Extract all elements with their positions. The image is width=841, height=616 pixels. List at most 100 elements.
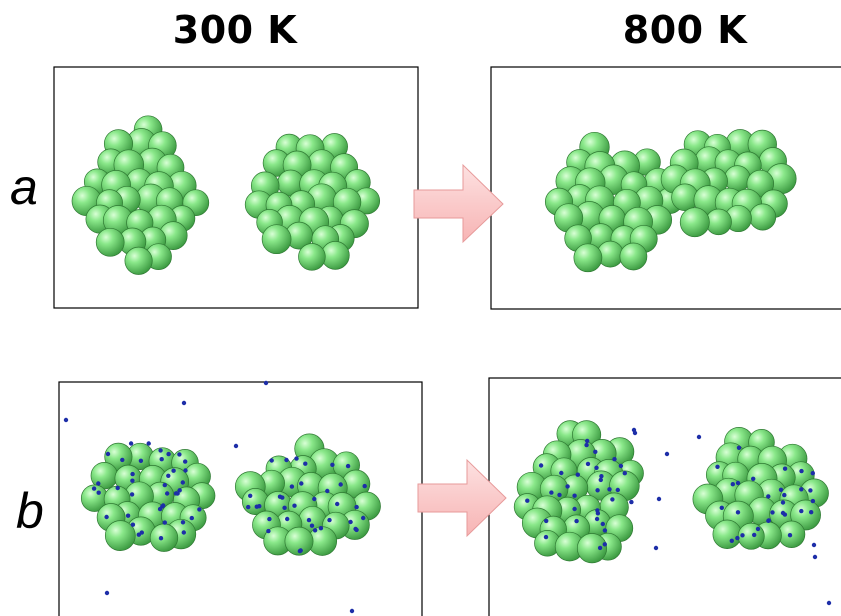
cluster-b-800k-left-dopant — [618, 463, 624, 469]
cluster-b-300k-right-dopant — [257, 504, 262, 509]
cluster-b-300k-left-dopant — [165, 491, 170, 496]
cluster-b-300k-right-dopant — [297, 548, 303, 554]
dopant-layer — [63, 380, 832, 614]
cluster-b-800k-left-dopant — [600, 521, 605, 527]
cluster-b-800k-left-dopant — [602, 542, 607, 547]
cluster-b-800k-left-dopant — [615, 487, 620, 493]
cluster-b-800k-left-dopant — [575, 472, 580, 477]
cluster-b-300k-left-dopant — [130, 478, 135, 483]
cluster-b-300k-right-dopant — [299, 481, 304, 486]
cluster-b-800k-right-dopant — [740, 533, 745, 538]
cluster-b-300k-right-dopant — [267, 516, 272, 522]
cluster-b-800k-right-dopant — [810, 498, 816, 504]
cluster-b-300k-right-dopant — [294, 456, 299, 461]
cluster-b-800k-right-dopant — [782, 512, 788, 517]
cluster-b-300k-left-dopant — [115, 485, 120, 491]
cluster-b-800k-right-dopant — [780, 500, 786, 505]
cluster-b-300k-left-dopant — [129, 492, 135, 497]
cluster-b-800k-left-dopant — [597, 545, 603, 551]
cluster-b-300k-left-dopant — [166, 451, 171, 457]
cluster-b-800k-left-dopant — [622, 471, 627, 476]
cluster-b-300k-right-atom — [284, 526, 314, 556]
arrow-a-icon — [413, 163, 504, 244]
free-dopant — [233, 443, 239, 449]
cluster-b-300k-left-dopant — [181, 530, 186, 535]
cluster-b-800k-right-dopant — [735, 510, 741, 515]
cluster-b-800k-right-dopant — [752, 532, 757, 538]
free-dopant — [656, 496, 662, 502]
free-dopant — [653, 545, 659, 551]
cluster-b-300k-left-dopant — [183, 468, 188, 473]
cluster-b-300k-right-dopant — [280, 495, 285, 500]
free-dopant — [664, 451, 670, 457]
cluster-b-800k-right-dopant — [751, 476, 756, 481]
cluster-b-800k-left-atom — [576, 533, 608, 564]
cluster-b-800k-left-dopant — [594, 465, 599, 470]
cluster-b-800k-left-dopant — [525, 498, 530, 503]
cluster-b-300k-left-dopant — [180, 520, 186, 525]
cluster-b-800k-left-dopant — [538, 463, 544, 468]
cluster-b-300k-right-dopant — [348, 519, 353, 525]
cluster-b-800k-right-dopant — [766, 518, 771, 523]
free-dopant — [812, 554, 818, 560]
free-dopant — [263, 380, 269, 386]
cluster-b-300k-left-dopant — [166, 473, 171, 478]
cluster-b-800k-right-dopant — [799, 468, 804, 474]
cluster-b-800k-left-dopant — [543, 534, 549, 540]
cluster-b-300k-right-dopant — [361, 515, 366, 521]
cluster-b-300k-right-dopant — [345, 463, 351, 469]
cluster-b-300k-left-atom — [104, 520, 136, 551]
cluster-b-800k-left-dopant — [544, 518, 549, 524]
cluster-b-800k-right-dopant — [782, 492, 787, 498]
cluster-b-300k-left-dopant — [96, 490, 101, 495]
cluster-b-300k-right-dopant — [354, 504, 359, 510]
cluster-b-300k-right-dopant — [285, 516, 290, 522]
cluster-b-300k-right-dopant — [318, 526, 324, 531]
cluster-b-300k-left-dopant — [162, 520, 167, 525]
cluster-a-800k-back-atom — [749, 203, 777, 231]
cluster-b-300k-left-dopant — [139, 530, 144, 535]
free-dopant — [181, 400, 187, 406]
cluster-a-800k-back-atom — [679, 207, 710, 238]
cluster-b-300k-right-dopant — [330, 462, 335, 467]
cluster-b-300k-right-dopant — [266, 528, 271, 534]
cluster-b-300k-left-dopant — [171, 468, 176, 473]
cluster-b-300k-right-dopant — [303, 461, 308, 466]
cluster-b-300k-left-dopant — [177, 452, 182, 457]
cluster-b-300k-left-dopant — [128, 441, 134, 446]
cluster-b-800k-right-dopant — [778, 487, 784, 492]
cluster-b-300k-right-dopant — [246, 504, 251, 510]
cluster-b-800k-left-dopant — [585, 461, 591, 467]
cluster-b-300k-left-dopant — [120, 457, 125, 463]
cluster-b-800k-right-dopant — [808, 488, 813, 493]
cluster-a-800k-front-atom — [619, 242, 648, 271]
cluster-b-800k-left-dopant — [607, 487, 612, 492]
cluster-b-300k-left-dopant — [197, 507, 202, 512]
cluster-a-300k-left-atom — [124, 246, 153, 275]
arrow-b-icon — [417, 458, 507, 538]
cluster-b-300k-right-dopant — [362, 483, 367, 489]
cluster-b-800k-left-dopant — [598, 477, 603, 483]
cluster-a-300k-right-atom — [298, 243, 326, 271]
free-dopant — [104, 590, 110, 596]
cluster-b-300k-left-dopant — [105, 451, 111, 457]
row-label-b: b — [16, 483, 44, 539]
cluster-b-300k-left-dopant — [157, 506, 163, 512]
cluster-a-300k-right-atom — [261, 224, 292, 255]
cluster-b-800k-right-dopant — [729, 538, 734, 543]
cluster-b-300k-left-dopant — [161, 503, 166, 508]
cluster-a-800k-back-atom — [724, 165, 751, 192]
cluster-b-300k-right-dopant — [282, 505, 287, 510]
cluster-b-300k-left-dopant — [162, 482, 167, 488]
cluster-b-300k-right-dopant — [312, 496, 317, 502]
cluster-b-300k-right-dopant — [306, 517, 312, 523]
cluster-b-300k-right-dopant — [312, 528, 318, 533]
cluster-b-800k-right-dopant — [715, 464, 720, 469]
free-dopant — [632, 430, 638, 436]
cluster-b-800k-right-dopant — [735, 535, 740, 541]
cluster-b-300k-left-dopant — [183, 459, 188, 464]
cluster-b-800k-right-dopant — [719, 505, 724, 510]
cluster-b-800k-right-dopant — [810, 471, 815, 476]
cluster-b-300k-left-dopant — [130, 471, 135, 477]
